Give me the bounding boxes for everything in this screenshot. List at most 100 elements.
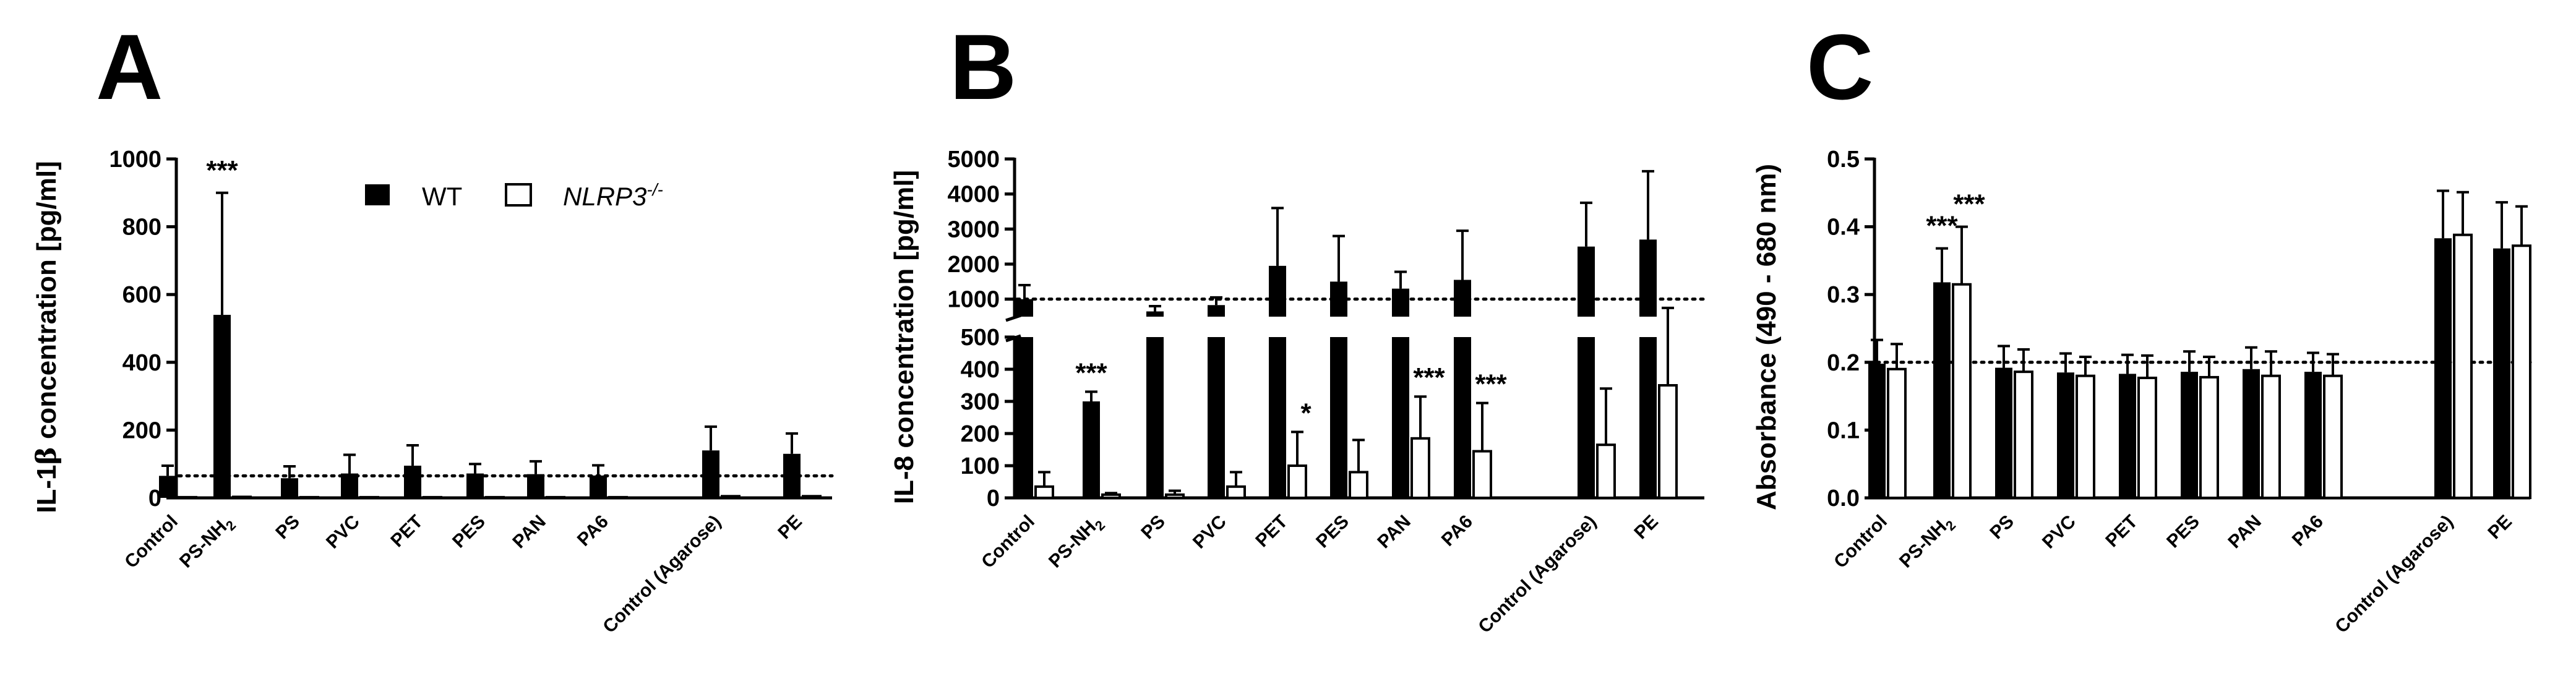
panel-c-bar-ko [2199,375,2219,499]
panel-a-category-label: Control (Agarose) [599,511,725,638]
panel-b-category-label: Control (Agarose) [1474,511,1600,638]
panel-b-plot: 010020030040050010002000300040005000****… [947,147,1706,638]
panel-a-bar-wt [702,450,719,498]
panel-a-y-tick-label: 0 [148,486,161,511]
panel-a-bar-ko [299,495,319,499]
panel-c-letter: C [1806,15,1873,119]
panel-c-bar-wt [2304,372,2322,498]
panel-b-bar-wt [1639,239,1657,317]
panel-c-y-tick-label: 0.1 [1827,417,1860,443]
panel-b-bar-wt [1269,265,1286,317]
panel-a-bar-wt [783,453,801,498]
panel-c-bar-ko [2512,244,2531,499]
panel-b-bar-ko [1410,437,1430,499]
panel-c-bar-ko [1887,367,1907,500]
panel-a-category-label: PE [774,511,806,544]
legend-ko-label: NLRP3-/- [563,180,663,211]
panel-c-bar-wt [2181,372,2198,498]
panel-a-category-label: PET [387,511,427,552]
panel-b-letter: B [950,15,1016,119]
panel-b-significance: *** [1475,369,1507,400]
panel-a-category-label: PS-NH2 [176,511,239,575]
panel-c-category-label: PAN [2224,511,2265,553]
panel-b-category-label: PVC [1189,511,1230,553]
panel-b-bar-wt [1330,281,1347,317]
panel-b-bar-ko [1472,450,1492,499]
panel-b-bar-wt [1016,299,1033,317]
panel-b-bar-wt [1016,337,1033,498]
panel-c-y-tick-label: 0.3 [1827,282,1860,308]
panel-b-bar-wt [1639,337,1657,498]
panel-b-category-label: PET [1252,511,1292,552]
panel-b-bar-ko [1165,493,1185,499]
legend-ko-swatch [505,183,532,207]
panel-c-bar-wt [2057,372,2074,498]
panel-b-bar-wt [1454,280,1471,317]
panel-c-category-label: PA6 [2288,511,2327,550]
panel-b-bar-wt [1208,305,1225,317]
panel-b-bar-ko [1226,485,1246,499]
panel-b-category-label: PS [1137,511,1169,544]
panel-a-bar-ko [423,495,442,499]
panel-c-bar-wt [1995,367,2012,498]
panel-b-category-label: Control [977,511,1039,573]
panel-c-bar-ko [2261,374,2281,499]
panel-c-significance: *** [1953,189,1985,220]
panel-b-bar-ko [1349,471,1368,500]
panel-a-bar-wt [527,474,544,498]
panel-c-bar-ko [2323,374,2343,499]
panel-b-y-tick-label: 0 [987,486,1000,511]
panel-c-bar-wt [2434,238,2452,498]
legend-wt-swatch [365,184,390,205]
panel-b-y-tick-label: 300 [961,389,1000,415]
panel-b-category-label: PE [1630,511,1662,544]
panel-a-bar-ko [232,495,252,500]
legend: WT NLRP3-/- [365,180,663,211]
panel-c-category-label: PVC [2038,511,2080,553]
panel-b-bar-wt [1146,311,1164,317]
panel-a-y-tick-label: 800 [122,215,161,241]
panel-b-significance: * [1300,398,1312,428]
panel-a-letter: A [96,15,163,119]
panel-b-bar-wt [1269,337,1286,498]
panel-c-category-label: Control (Agarose) [2331,511,2457,638]
panel-a-bar-ko [546,495,565,499]
panel-c-bar-wt [1868,363,1886,498]
panel-b-y-tick-label: 100 [961,453,1000,479]
panel-c-y-tick-label: 0.4 [1827,215,1860,241]
panel-b-y-tick-label: 500 [961,325,1000,351]
panel-a-bar-ko [485,495,505,499]
panel-b-significance: *** [1413,362,1445,393]
panel-c-y-tick-label: 0.5 [1827,147,1860,173]
panel-b-category-label: PAN [1373,511,1415,553]
panel-c-significance: *** [1926,211,1958,241]
panel-b-category-label: PES [1312,511,1353,552]
panel-b-y-tick-label: 200 [961,421,1000,447]
panel-b-y-tick-label: 4000 [947,182,1000,208]
panel-c-bar-wt [2493,248,2510,498]
panel-b-y-tick-label: 5000 [947,147,1000,173]
panel-b-ylabel: IL-8 concentration [pg/ml] [889,170,919,504]
panel-a-y-tick-label: 400 [122,350,161,376]
panel-b-bar-ko [1658,384,1678,499]
panel-a-bar-wt [281,478,298,498]
panel-a-bar-wt [590,475,607,498]
legend-wt-label: WT [422,182,462,211]
panel-a-bar-wt [404,465,421,498]
panel-b-category-label: PA6 [1438,511,1477,550]
panel-a-category-label: Control [121,511,182,573]
panel-a-bar-ko [802,495,822,500]
panel-b-bar-wt [1578,246,1595,317]
panel-c-plot: 0.0 0.1 0.2 0.3 0.4 0.5 ****** Control PS-NH2 PS P… [1827,147,2532,638]
panel-b-bar-wt [1330,337,1347,498]
panel-c-bar-ko [2453,233,2473,499]
panel-c-bar-wt [1933,282,1951,498]
panel-b-bar-ko [1596,443,1616,500]
panel-b-bar-ko [1287,464,1307,499]
panel-a-category-label: PA6 [573,511,612,550]
panel-c-bar-ko [2137,377,2157,499]
panel-a-bar-ko [721,495,741,500]
panel-b-bar-wt [1208,337,1225,498]
